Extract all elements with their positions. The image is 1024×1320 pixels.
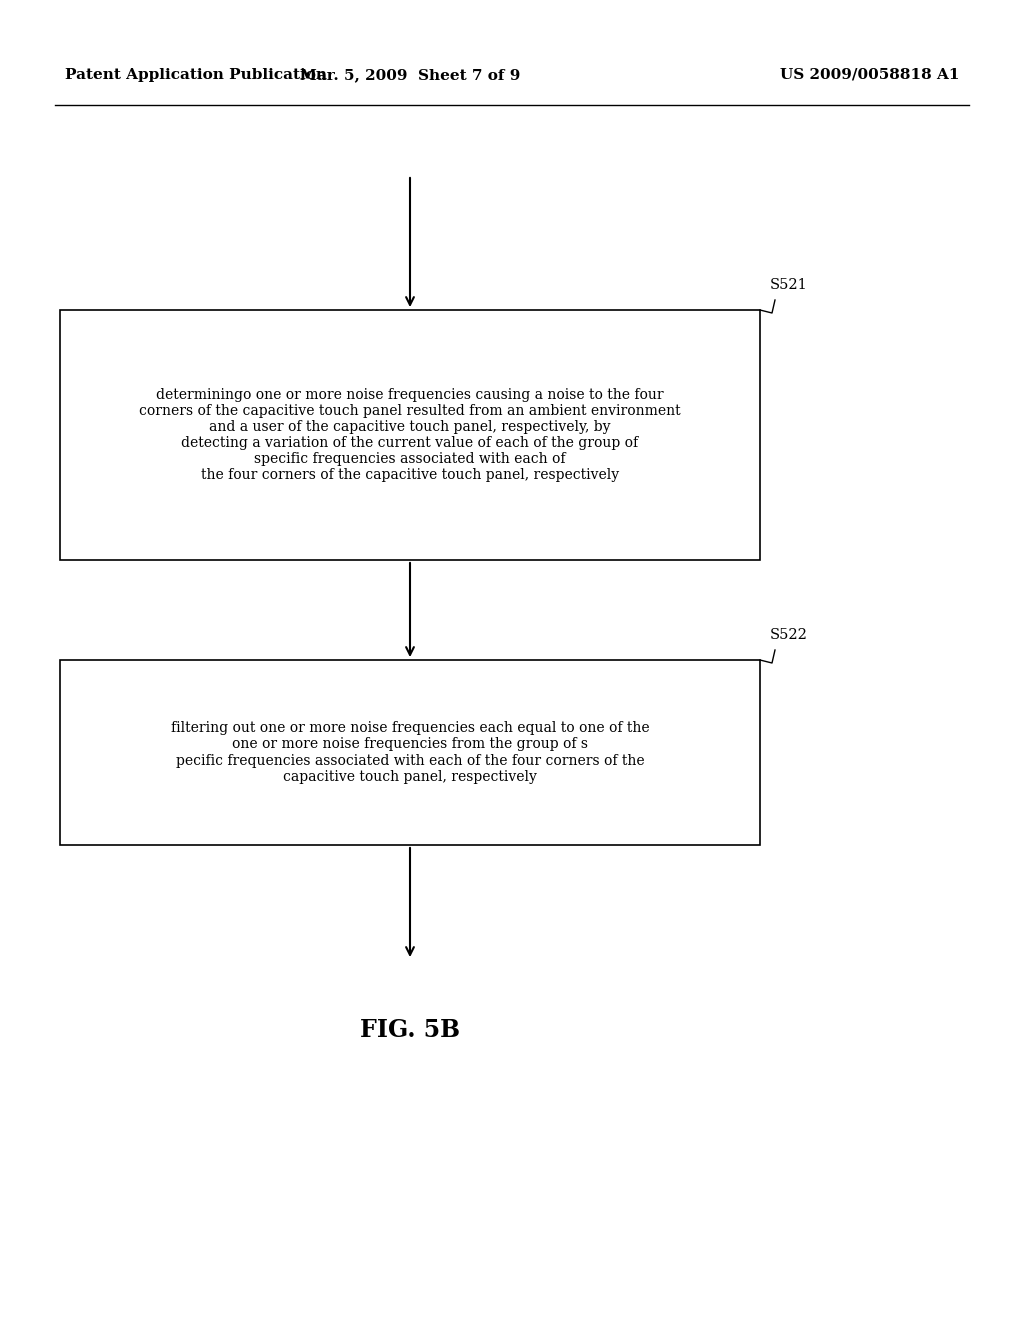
Text: Patent Application Publication: Patent Application Publication [65,69,327,82]
Bar [60,310,760,560]
Text: S521: S521 [770,279,808,292]
Bar [60,660,760,845]
Text: filtering out one or more noise frequencies each equal to one of the
one or more: filtering out one or more noise frequenc… [171,721,649,784]
Text: S522: S522 [770,628,808,642]
Text: US 2009/0058818 A1: US 2009/0058818 A1 [780,69,959,82]
Text: determiningo one or more noise frequencies causing a noise to the four
corners o: determiningo one or more noise frequenci… [139,388,681,483]
Text: FIG. 5B: FIG. 5B [360,1018,460,1041]
Text: Mar. 5, 2009  Sheet 7 of 9: Mar. 5, 2009 Sheet 7 of 9 [300,69,520,82]
